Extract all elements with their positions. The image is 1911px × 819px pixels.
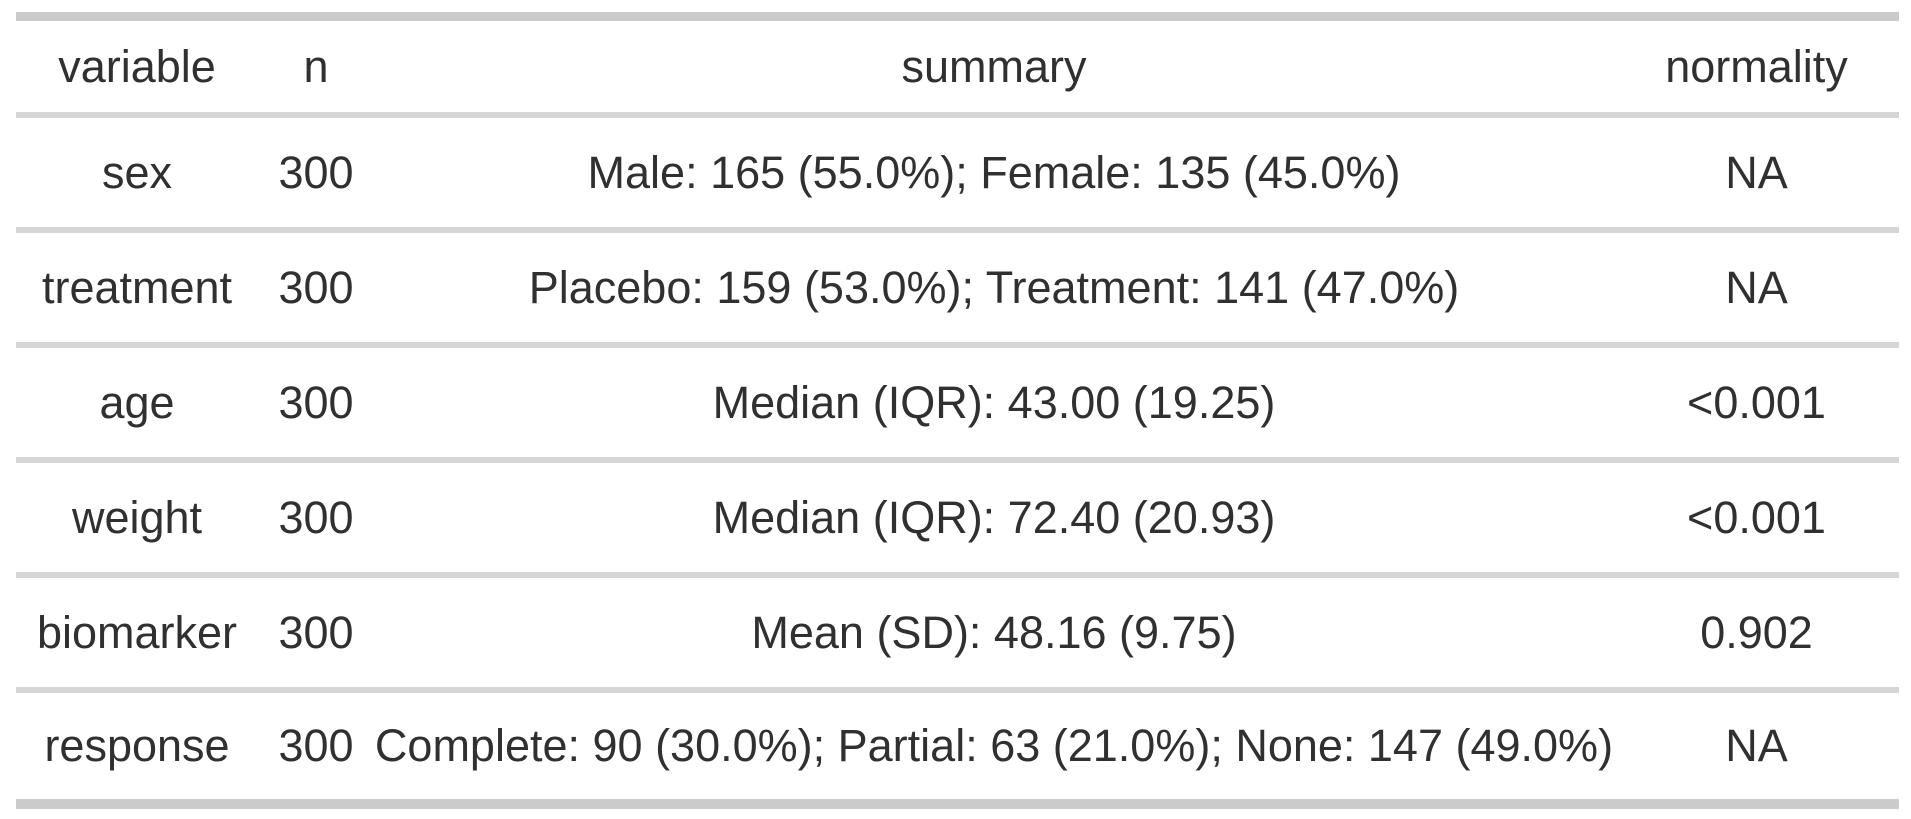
cell-n: 300 <box>278 720 354 771</box>
column-header-variable: variable <box>16 16 258 118</box>
table-row: weight 300 Median (IQR): 72.40 (20.93) <… <box>16 460 1899 578</box>
cell-normality: 0.902 <box>1614 575 1899 693</box>
cell-normality: <0.001 <box>1614 460 1899 578</box>
cell-summary: Complete: 90 (30.0%); Partial: 63 (21.0%… <box>374 720 1614 771</box>
table-row: sex 300 Male: 165 (55.0%); Female: 135 (… <box>16 115 1899 233</box>
cell-normality: <0.001 <box>1614 345 1899 463</box>
column-header-n: n <box>258 16 374 118</box>
cell-normality: NA <box>1614 230 1899 348</box>
cell-variable: response <box>44 720 230 771</box>
table-row: biomarker 300 Mean (SD): 48.16 (9.75) 0.… <box>16 575 1899 693</box>
header-row: variable n summary normality <box>16 16 1899 118</box>
cell-n: 300 <box>258 575 374 693</box>
table-row: treatment 300 Placebo: 159 (53.0%); Trea… <box>16 230 1899 348</box>
cell-normality: NA <box>1725 720 1788 771</box>
cell-summary: Male: 165 (55.0%); Female: 135 (45.0%) <box>374 115 1614 233</box>
cell-n: 300 <box>258 460 374 578</box>
cell-variable: treatment <box>16 230 258 348</box>
cell-n: 300 <box>258 115 374 233</box>
table-row: response 300 Complete: 90 (30.0%); Parti… <box>16 690 1899 804</box>
cell-summary: Median (IQR): 43.00 (19.25) <box>374 345 1614 463</box>
cell-summary: Median (IQR): 72.40 (20.93) <box>374 460 1614 578</box>
cell-summary: Placebo: 159 (53.0%); Treatment: 141 (47… <box>374 230 1614 348</box>
table-row: age 300 Median (IQR): 43.00 (19.25) <0.0… <box>16 345 1899 463</box>
cell-n: 300 <box>258 230 374 348</box>
column-header-summary: summary <box>374 16 1614 118</box>
cell-variable: weight <box>16 460 258 578</box>
summary-table-container: variable n summary normality sex 300 Mal… <box>16 12 1899 809</box>
cell-n: 300 <box>258 345 374 463</box>
cell-normality: NA <box>1614 115 1899 233</box>
column-header-normality: normality <box>1614 16 1899 118</box>
cell-variable: age <box>16 345 258 463</box>
cell-variable: sex <box>16 115 258 233</box>
summary-statistics-table: variable n summary normality sex 300 Mal… <box>16 12 1899 809</box>
cell-summary: Mean (SD): 48.16 (9.75) <box>374 575 1614 693</box>
cell-variable: biomarker <box>16 575 258 693</box>
